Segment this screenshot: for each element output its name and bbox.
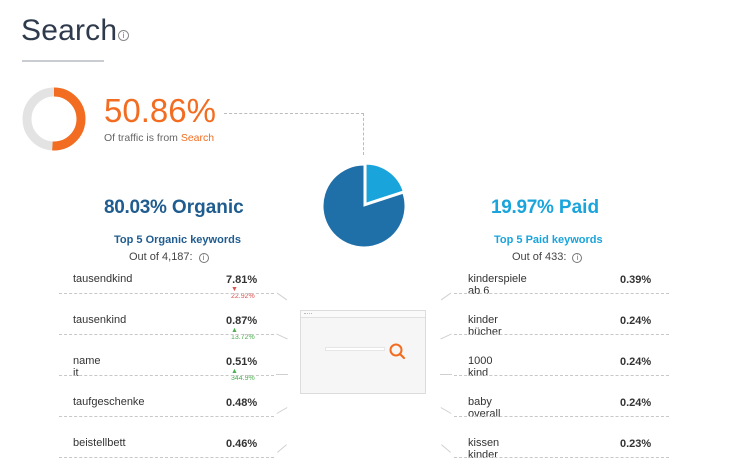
page-title: Search: [21, 14, 118, 47]
info-icon[interactable]: i: [198, 253, 209, 263]
keyword-share: 0.24%: [620, 356, 652, 368]
connector-tick: [276, 407, 288, 414]
up-arrow-icon: ▲: [231, 368, 238, 375]
keyword-share: 0.51%: [226, 356, 258, 368]
browser-toolbar: [301, 311, 425, 318]
connector-tick: [440, 407, 452, 414]
keyword-share: 0.87%: [226, 315, 258, 327]
keyword-name: tausenkind: [73, 314, 127, 326]
connector-tick: [440, 333, 452, 340]
paid-out-of-text: Out of 433:: [512, 251, 567, 263]
search-icon: [389, 343, 406, 360]
row-divider: [59, 416, 274, 417]
up-arrow-icon: ▲: [231, 327, 238, 334]
organic-out-of: Out of 4,187: i: [129, 251, 209, 263]
row-divider: [454, 334, 669, 335]
keyword-share: 0.24%: [620, 315, 652, 327]
row-divider: [454, 457, 669, 458]
paid-percent: 19.97%: [491, 197, 554, 218]
keyword-change: ▲ 13.72%: [231, 327, 255, 341]
donut-share-arc: [22, 87, 86, 151]
title-underline: [22, 60, 104, 62]
paid-heading: 19.97% Paid: [491, 197, 599, 219]
down-arrow-icon: ▼: [231, 286, 238, 293]
organic-paid-pie: [322, 163, 406, 248]
pie-slice-paid: [365, 163, 404, 204]
connector-tick: [276, 292, 288, 301]
search-traffic-percentage: 50.86%: [104, 92, 216, 129]
search-traffic-caption: Of traffic is from Search: [104, 132, 214, 144]
keyword-change: ▲ 344.9%: [231, 368, 255, 382]
connector-tick: [277, 444, 287, 453]
keyword-change-value: 22.92%: [231, 293, 255, 300]
row-divider: [59, 457, 274, 458]
keyword-name: 1000 kind: [468, 355, 493, 379]
organic-out-of-text: Out of 4,187:: [129, 251, 193, 263]
paid-label: Paid: [558, 197, 600, 218]
keyword-change: ▼ 22.92%: [231, 286, 255, 300]
paid-keywords-title: Top 5 Paid keywords: [494, 234, 603, 246]
info-icon[interactable]: i: [572, 253, 583, 263]
paid-out-of: Out of 433: i: [512, 251, 583, 263]
caption-prefix: Of traffic is from: [104, 132, 181, 144]
browser-dots: [304, 313, 312, 315]
organic-heading: 80.03% Organic: [104, 197, 244, 219]
pie-slice-organic: [322, 164, 406, 248]
keyword-share: 0.24%: [620, 397, 652, 409]
keyword-name: kinder bücher: [468, 314, 502, 338]
info-icon[interactable]: i: [118, 30, 129, 41]
organic-percent: 80.03%: [104, 197, 167, 218]
keyword-share: 0.48%: [226, 397, 258, 409]
keyword-name: taufgeschenke: [73, 396, 145, 408]
keyword-name: tausendkind: [73, 273, 133, 285]
row-divider: [454, 293, 669, 294]
keyword-change-value: 344.9%: [231, 375, 255, 382]
traffic-share-donut: [22, 87, 86, 151]
row-divider: [59, 375, 274, 376]
caption-highlight: Search: [180, 132, 215, 144]
organic-label: Organic: [171, 197, 244, 218]
row-divider: [59, 334, 274, 335]
row-divider: [454, 416, 669, 417]
keyword-name: kissen kinder: [468, 437, 500, 461]
connector-line: [363, 113, 364, 155]
keyword-share: 0.39%: [620, 274, 652, 286]
row-divider: [454, 375, 669, 376]
keyword-share: 0.46%: [226, 438, 258, 450]
keyword-change-value: 13.72%: [231, 334, 255, 341]
connector-tick: [276, 333, 288, 340]
browser-illustration: [300, 310, 426, 394]
organic-keywords-title: Top 5 Organic keywords: [114, 234, 241, 246]
connector-tick: [441, 444, 451, 453]
keyword-share: 0.23%: [620, 438, 652, 450]
connector-tick: [440, 292, 452, 301]
keyword-name: beistellbett: [73, 437, 126, 449]
search-box-illustration: [325, 347, 385, 351]
connector-tick: [440, 374, 452, 375]
keyword-name: kinderspiele ab 6: [468, 273, 527, 297]
keyword-name: name it: [73, 355, 101, 379]
keyword-share: 7.81%: [226, 274, 258, 286]
row-divider: [59, 293, 274, 294]
connector-tick: [276, 374, 288, 375]
keyword-name: baby overall: [468, 396, 501, 420]
connector-line: [224, 113, 364, 114]
